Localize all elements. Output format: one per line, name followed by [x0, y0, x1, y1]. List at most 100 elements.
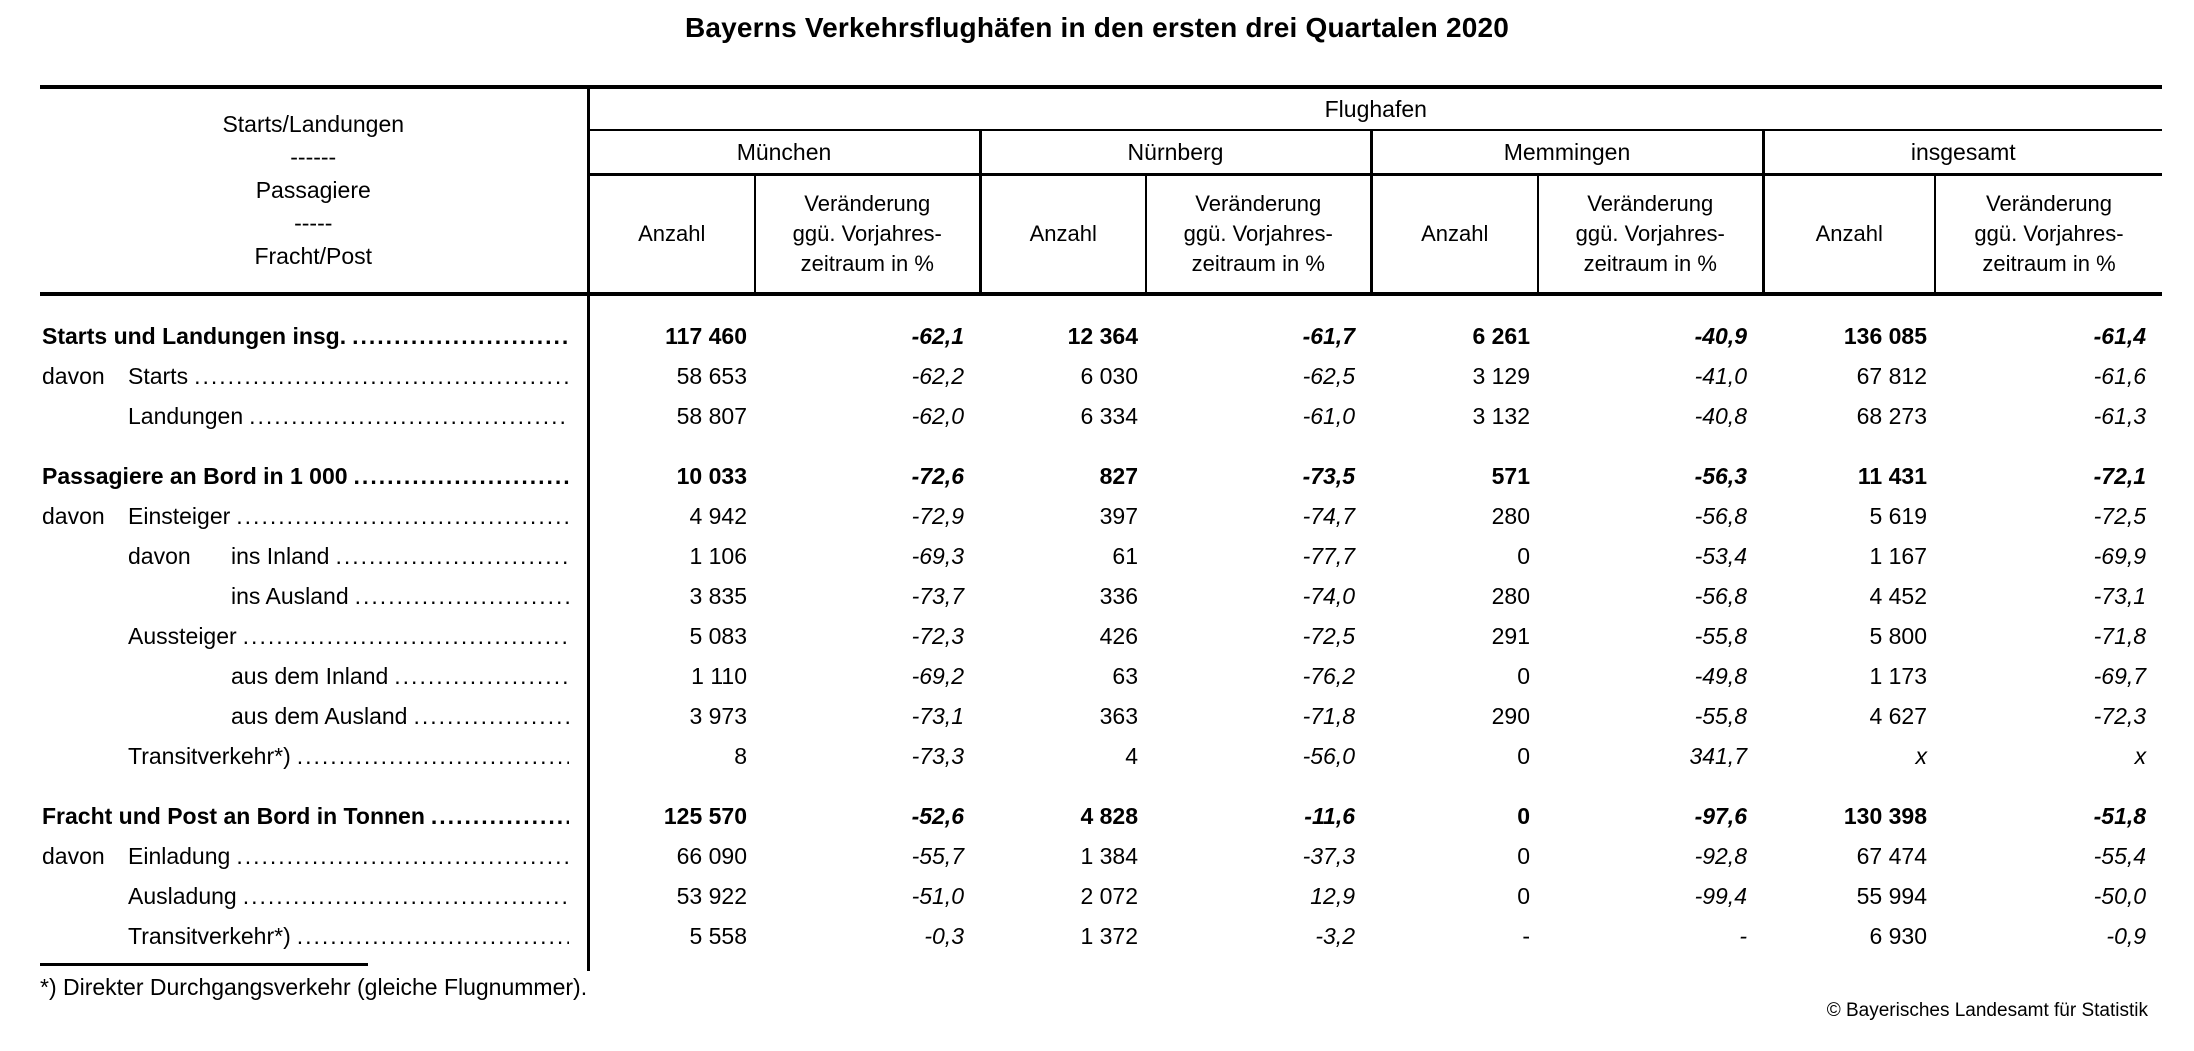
table-row: davon Starts.............................…: [40, 356, 2162, 396]
cell-anzahl: 1 110: [691, 662, 747, 689]
cell-veraenderung: -72,1: [2093, 462, 2147, 489]
cell-veraenderung: -72,3: [2093, 702, 2147, 729]
cell-anzahl: 6 334: [1080, 402, 1138, 429]
cell-anzahl: 61: [1112, 542, 1138, 569]
row-label-prefix: davon: [42, 842, 105, 869]
cell-anzahl: 67 812: [1856, 362, 1927, 389]
cell-anzahl: 0: [1517, 542, 1530, 569]
header-row-top: Starts/Landungen ------ Passagiere -----…: [40, 85, 2163, 296]
cell-veraenderung: -40,8: [1694, 402, 1747, 429]
cell-anzahl: -: [1522, 922, 1530, 949]
cell-veraenderung: -51,8: [2093, 802, 2147, 829]
leader-dots: ........................................…: [430, 802, 569, 829]
cell-veraenderung: -51,0: [911, 882, 964, 909]
row-label: Landungen...............................…: [40, 396, 590, 436]
cell-anzahl: 63: [1112, 662, 1138, 689]
cell-veraenderung: -11,6: [1304, 802, 1355, 829]
cell-anzahl: 10 033: [676, 462, 747, 489]
cell-anzahl: 3 129: [1472, 362, 1530, 389]
cell-veraenderung: -55,7: [911, 842, 964, 869]
cell-anzahl: 130 398: [1843, 802, 1927, 829]
cell-anzahl: 571: [1491, 462, 1530, 489]
cell-veraenderung: -61,6: [2093, 362, 2147, 389]
column-header-veraenderung: Veränderung ggü. Vorjahres-zeitraum in %: [1145, 174, 1371, 296]
table-row: davon Einsteiger.........................…: [40, 496, 2162, 536]
cell-anzahl: 291: [1491, 622, 1530, 649]
spacer-row: [40, 776, 2162, 796]
cell-anzahl: 3 132: [1472, 402, 1530, 429]
cell-veraenderung: -56,8: [1694, 502, 1747, 529]
cell-anzahl: 363: [1099, 702, 1138, 729]
cell-anzahl: 8: [734, 742, 747, 769]
table-row: Passagiere an Bord in 1 000.............…: [40, 456, 2162, 496]
column-header-anzahl: Anzahl: [588, 174, 755, 296]
cell-anzahl: 1 384: [1080, 842, 1138, 869]
cell-anzahl: 4 942: [689, 502, 747, 529]
leader-dots: ........................................…: [242, 882, 569, 909]
airport-header: Nürnberg: [978, 130, 1371, 176]
cell-veraenderung: -73,3: [911, 742, 964, 769]
cell-anzahl: 58 807: [676, 402, 747, 429]
cell-anzahl: 55 994: [1856, 882, 1927, 909]
table-row: Fracht und Post an Bord in Tonnen.......…: [40, 796, 2162, 836]
header-row-measures: Anzahl Veränderung ggü. Vorjahres-zeitraum…: [40, 174, 2163, 296]
cell-anzahl: 4 452: [1869, 582, 1927, 609]
row-label-text: Einsteiger: [128, 502, 231, 529]
cell-veraenderung: -62,0: [911, 402, 964, 429]
cell-veraenderung: x: [2134, 742, 2147, 769]
cell-veraenderung: -55,4: [2093, 842, 2147, 869]
table-row: Transitverkehr*)........................…: [40, 736, 2162, 776]
cell-veraenderung: -0,3: [924, 922, 964, 949]
cell-veraenderung: -56,3: [1694, 462, 1747, 489]
cell-anzahl: 290: [1491, 702, 1530, 729]
cell-anzahl: 53 922: [676, 882, 747, 909]
airport-header: Memmingen: [1369, 130, 1763, 176]
row-label-text: Aussteiger: [128, 622, 237, 649]
row-label: davon ins Inland.........................…: [40, 536, 590, 576]
cell-anzahl: 66 090: [676, 842, 747, 869]
cell-veraenderung: -72,9: [911, 502, 964, 529]
column-header-veraenderung: Veränderung ggü. Vorjahres-zeitraum in %: [1933, 174, 2163, 296]
spacer-row: [40, 436, 2162, 456]
cell-anzahl: 1 173: [1869, 662, 1927, 689]
cell-veraenderung: -62,2: [911, 362, 964, 389]
cell-anzahl: 5 083: [689, 622, 747, 649]
cell-veraenderung: -69,3: [911, 542, 964, 569]
cell-anzahl: 3 835: [689, 582, 747, 609]
cell-veraenderung: -62,5: [1302, 362, 1355, 389]
cell-veraenderung: -73,1: [2093, 582, 2147, 609]
column-header-anzahl: Anzahl: [1369, 174, 1538, 296]
cell-anzahl: 0: [1517, 802, 1530, 829]
row-label-prefix: davon: [128, 542, 191, 569]
cell-anzahl: 5 558: [689, 922, 747, 949]
cell-veraenderung: -69,7: [2093, 662, 2147, 689]
cell-veraenderung: -56,0: [1302, 742, 1355, 769]
cell-veraenderung: -56,8: [1694, 582, 1747, 609]
leader-dots: ........................................…: [413, 702, 569, 729]
table-row: Transitverkehr*)........................…: [40, 916, 2162, 956]
table-row: Starts und Landungen insg...............…: [40, 316, 2162, 356]
cell-veraenderung: -72,5: [1302, 622, 1355, 649]
spacer-row: [40, 294, 2162, 316]
cell-anzahl: 2 072: [1080, 882, 1138, 909]
cell-anzahl: 827: [1099, 462, 1138, 489]
table-row: Ausladung...............................…: [40, 876, 2162, 916]
column-header-anzahl: Anzahl: [978, 174, 1146, 296]
row-label-text: Starts und Landungen insg.: [42, 322, 347, 349]
cell-veraenderung: -74,7: [1302, 502, 1355, 529]
cell-veraenderung: -73,1: [911, 702, 964, 729]
row-label: aus dem Inland..........................…: [40, 656, 590, 696]
leader-dots: ........................................…: [352, 322, 568, 349]
row-label-text: Fracht und Post an Bord in Tonnen: [42, 802, 425, 829]
row-label-text: aus dem Inland: [231, 662, 389, 689]
cell-veraenderung: -71,8: [1302, 702, 1355, 729]
row-label: Aussteiger..............................…: [40, 616, 590, 656]
row-label: davon Starts.............................…: [40, 356, 590, 396]
cell-veraenderung: -52,6: [911, 802, 964, 829]
table-row: Landungen...............................…: [40, 396, 2162, 436]
row-label-text: aus dem Ausland: [231, 702, 408, 729]
footnote: *) Direkter Durchgangsverkehr (gleiche F…: [40, 974, 588, 1000]
cell-anzahl: 336: [1099, 582, 1138, 609]
cell-veraenderung: -61,7: [1302, 322, 1355, 349]
leader-dots: ........................................…: [249, 402, 569, 429]
